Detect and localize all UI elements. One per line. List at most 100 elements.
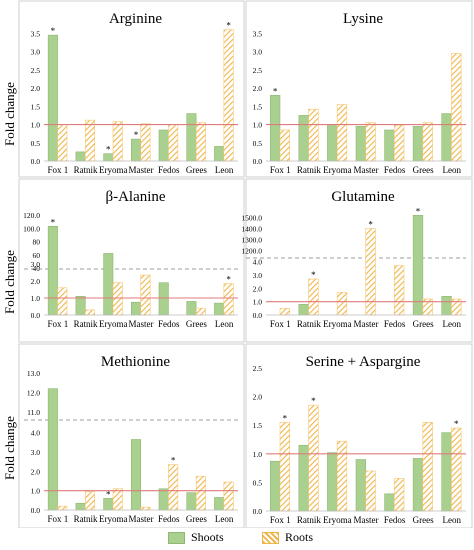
bar-shoots <box>298 444 309 512</box>
bar-roots <box>140 506 151 511</box>
bar-shoots <box>158 282 169 316</box>
y-tick-label: 3.0 <box>31 260 41 269</box>
y-tick-label: 0.0 <box>253 157 263 166</box>
bar-shoots <box>186 492 197 511</box>
bar-roots <box>308 404 319 512</box>
y-tick-label: 0.5 <box>253 139 263 148</box>
bar-shoots <box>103 253 114 316</box>
bar-roots <box>112 488 123 511</box>
x-tick-label: Leon <box>215 514 234 524</box>
x-tick-label: Eryoma <box>99 319 128 329</box>
significance-marker: * <box>171 456 176 466</box>
y-tick-label: 4.0 <box>31 429 41 438</box>
y-tick-label: 3.5 <box>253 29 263 38</box>
bar-shoots <box>47 225 58 316</box>
axis-break-band <box>44 419 238 424</box>
bar-roots <box>308 278 319 316</box>
bar-shoots <box>384 493 395 512</box>
y-tick-label: 0.0 <box>253 311 263 320</box>
y-tick-label: 0.0 <box>31 506 41 515</box>
y-axis-label-bottom: Fold change <box>2 416 17 480</box>
bar-roots <box>57 287 68 316</box>
bar-shoots <box>214 497 225 511</box>
y-tick-label: 2.0 <box>253 284 263 293</box>
x-tick-label: Fedos <box>384 319 406 329</box>
chart-panel-2: β-Alanine 0.0 1.0 2.0 3.040 60 80 100.0 120.0 * * F… <box>18 178 245 343</box>
chart-panel-0: Arginine 0.0 0.5 1.0 1.5 2.0 2.5 3.0 3.5 * * * * Fox … <box>18 0 245 178</box>
significance-marker: * <box>226 275 231 285</box>
chart-panel-3: Glutamine 0.0 1.0 2.0 3.0 4.0 1200.0 1300.0 1400… <box>241 178 473 343</box>
x-tick-label: Fedos <box>384 165 406 175</box>
y-tick-label: 0.0 <box>253 507 263 516</box>
x-tick-label: Grees <box>186 165 207 175</box>
significance-marker: * <box>134 130 139 140</box>
bar-shoots <box>75 295 86 316</box>
x-tick-label: Eryoma <box>323 165 352 175</box>
y-tick-label: 1.5 <box>253 421 263 430</box>
y-tick-label: 3.0 <box>253 48 263 57</box>
x-tick-label: Grees <box>413 515 434 525</box>
bar-shoots <box>327 124 338 162</box>
x-tick-label: Leon <box>442 515 461 525</box>
chart-title: Serine + Aspargine <box>306 354 421 370</box>
bar-roots <box>279 129 291 162</box>
panel-border <box>18 178 245 343</box>
y-tick-label: 2.0 <box>31 277 41 286</box>
figure-canvas: Arginine 0.0 0.5 1.0 1.5 2.0 2.5 3.0 3.5 * * * * Fox … <box>18 0 473 528</box>
bar-shoots <box>412 458 424 512</box>
x-tick-label: Master <box>129 319 154 329</box>
bar-roots <box>451 53 462 162</box>
y-tick-label: 1.0 <box>31 294 41 303</box>
bar-roots <box>393 478 405 512</box>
x-tick-label: Eryoma <box>323 319 352 329</box>
x-tick-label: Ratnik <box>297 165 321 175</box>
bar-roots <box>195 475 206 511</box>
x-tick-label: Fox 1 <box>270 165 291 175</box>
bar-shoots <box>214 146 225 162</box>
x-tick-label: Ratnik <box>297 319 321 329</box>
y-tick-label: 11.0 <box>27 408 40 417</box>
chart-title: Methionine <box>101 354 170 370</box>
x-tick-label: Ratnik <box>297 515 321 525</box>
bar-roots <box>279 422 291 512</box>
bar-shoots <box>412 126 424 162</box>
x-tick-label: Grees <box>413 319 434 329</box>
significance-marker: * <box>311 270 316 280</box>
y-tick-label: 1500.0 <box>241 214 262 223</box>
bar-roots <box>168 124 179 162</box>
legend-swatch-shoots <box>168 531 185 544</box>
y-tick-label: 1.0 <box>253 450 263 459</box>
bar-roots <box>451 427 462 512</box>
bar-shoots <box>47 388 58 511</box>
bar-roots <box>393 265 405 316</box>
chart-title: β-Alanine <box>105 189 165 205</box>
significance-marker: * <box>368 220 373 230</box>
bar-shoots <box>298 115 309 162</box>
y-tick-label: 2.0 <box>253 84 263 93</box>
y-tick-label: 1.0 <box>253 121 263 130</box>
legend-item-roots: Roots <box>262 530 313 545</box>
bar-roots <box>279 308 291 316</box>
panel-border <box>245 0 473 178</box>
bar-shoots <box>441 296 452 316</box>
x-tick-label: Fedos <box>158 319 180 329</box>
x-tick-label: Fox 1 <box>47 514 68 524</box>
x-tick-label: Grees <box>413 165 434 175</box>
chart-panel-5: Serine + Aspargine 0.0 0.5 1.0 1.5 2.0 2.5 * * * F… <box>245 343 473 528</box>
significance-marker: * <box>454 419 459 429</box>
x-tick-label: Master <box>129 165 154 175</box>
bar-shoots <box>327 452 338 512</box>
panel-border <box>245 343 473 528</box>
x-tick-label: Master <box>354 515 379 525</box>
y-tick-label: 4.0 <box>253 258 263 267</box>
significance-marker: * <box>51 217 56 227</box>
bar-roots <box>84 491 96 511</box>
panel-border <box>18 0 245 178</box>
bar-roots <box>365 470 376 512</box>
bar-shoots <box>103 498 114 511</box>
y-axis-label-middle: Fold change <box>2 250 17 314</box>
bar-shoots <box>131 138 142 162</box>
x-tick-label: Master <box>354 165 379 175</box>
chart-title: Arginine <box>109 11 162 27</box>
bar-shoots <box>269 460 281 512</box>
